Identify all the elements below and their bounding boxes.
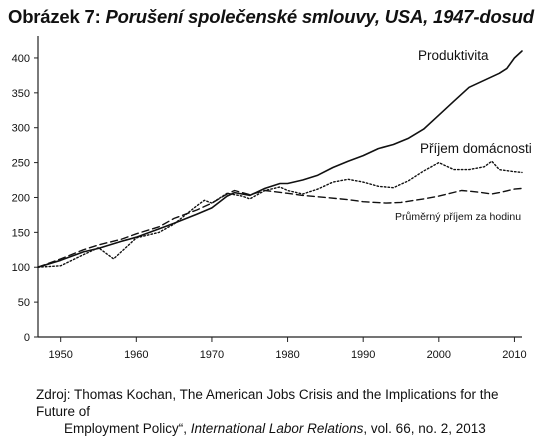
y-axis: 0 50 100 150 200 250 300 350 400 <box>12 36 39 344</box>
y-tick-label: 350 <box>12 88 30 100</box>
y-tick-label: 0 <box>24 332 30 344</box>
source-journal: International Labor Relations <box>190 421 364 436</box>
x-tick-label: 1990 <box>351 349 375 361</box>
series-line-2 <box>37 160 523 268</box>
source-note: Zdroj: Thomas Kochan, The American Jobs … <box>36 386 535 437</box>
chart-title-prefix: Obrázek 7: <box>8 6 106 27</box>
series-label-prumerny-prijem: Průměrný příjem za hodinu <box>395 211 521 223</box>
source-line-1: Zdroj: Thomas Kochan, The American Jobs … <box>36 387 499 419</box>
series-line-3 <box>37 187 523 268</box>
x-tick-label: 1950 <box>48 349 72 361</box>
source-line-2-end: , vol. 66, no. 2, 2013 <box>363 421 486 436</box>
y-tick-label: 150 <box>12 227 30 239</box>
source-line-2-start: Employment Policy“, <box>64 421 191 436</box>
series-layer <box>37 50 523 268</box>
x-tick-label: 2010 <box>502 349 526 361</box>
y-tick-label: 400 <box>12 53 30 65</box>
chart-title: Obrázek 7: Porušení společenské smlouvy,… <box>8 6 534 28</box>
series-labels: Produktivita Příjem domácnosti Průměrný př… <box>395 48 532 223</box>
series-line-1 <box>37 50 523 268</box>
chart-title-subtitle: Porušení společenské smlouvy, USA, 1947-… <box>105 6 535 27</box>
x-axis: 1950 1960 1970 1980 1990 2000 2010 <box>38 336 527 361</box>
y-tick-label: 50 <box>18 297 30 309</box>
source-line-2: Employment Policy“, International Labor … <box>36 420 535 437</box>
y-tick-label: 100 <box>12 262 30 274</box>
y-tick-label: 300 <box>12 123 30 135</box>
series-label-prijem-domacnosti: Příjem domácnosti <box>420 141 532 156</box>
series-label-produktivita: Produktivita <box>418 48 489 63</box>
x-tick-label: 1980 <box>275 349 299 361</box>
y-tick-label: 250 <box>12 158 30 170</box>
x-tick-label: 1970 <box>200 349 224 361</box>
x-tick-label: 2000 <box>427 349 451 361</box>
x-tick-label: 1960 <box>124 349 148 361</box>
y-tick-label: 200 <box>12 192 30 204</box>
